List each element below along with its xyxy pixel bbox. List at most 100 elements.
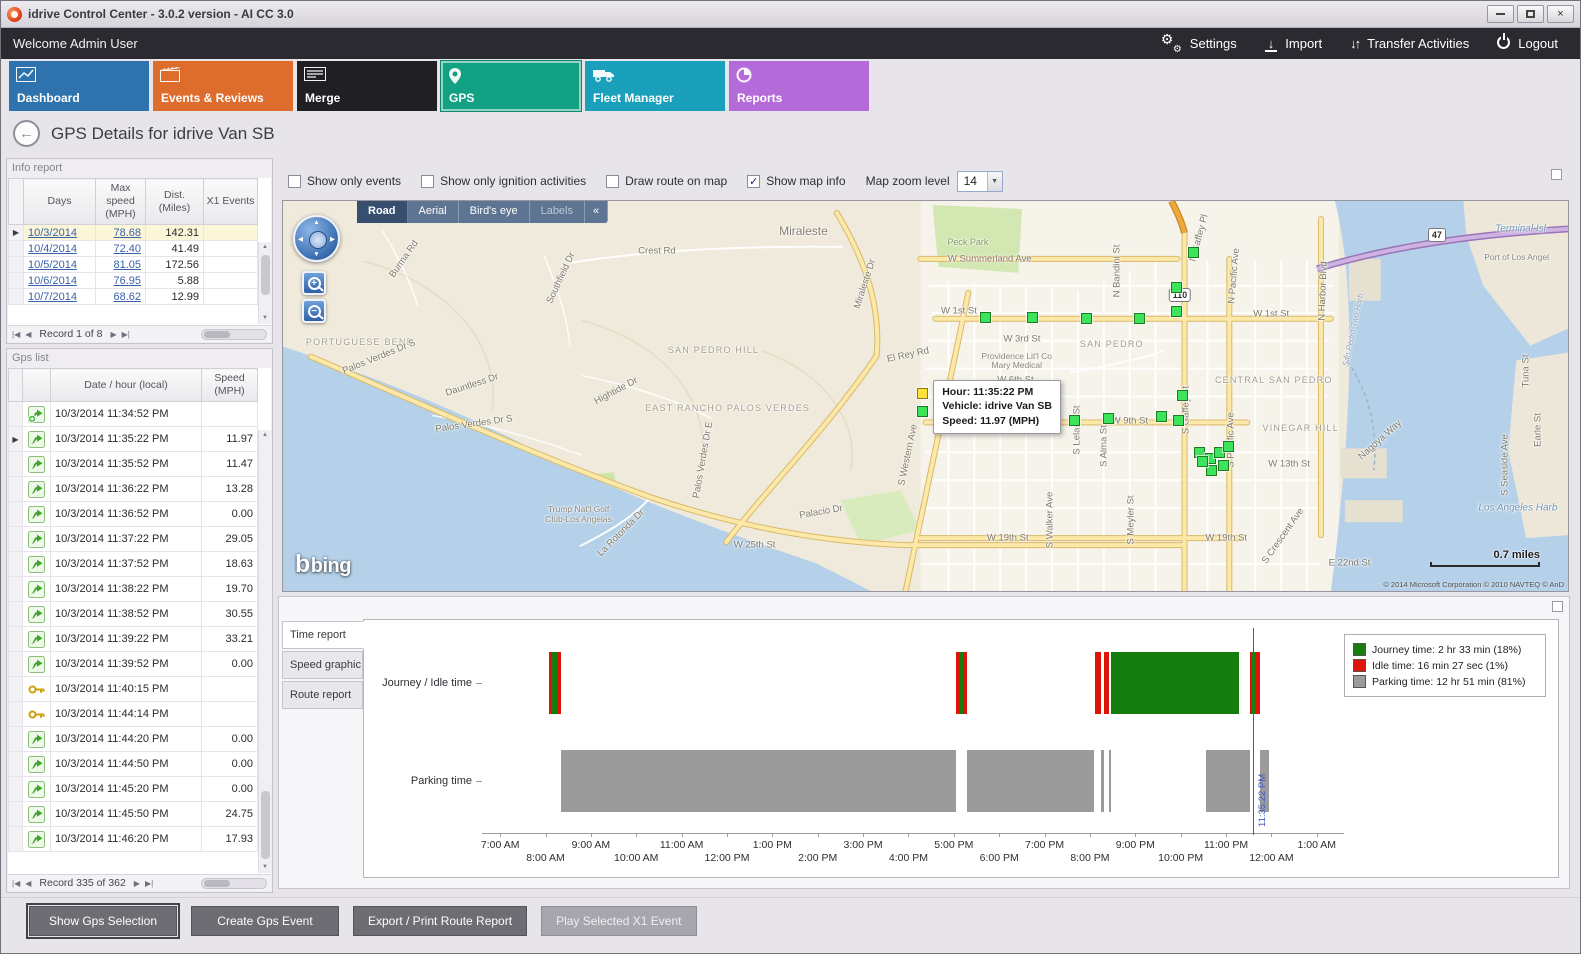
day-link[interactable]: 10/4/2014 bbox=[23, 240, 96, 258]
day-link[interactable]: 10/6/2014 bbox=[23, 272, 96, 290]
gps-marker[interactable] bbox=[1222, 441, 1234, 453]
day-link[interactable]: 10/7/2014 bbox=[23, 288, 96, 306]
collapse-map-panel-button[interactable] bbox=[1551, 169, 1562, 180]
checkbox-show-map-info[interactable]: ✓ Show map info bbox=[747, 174, 846, 188]
scroll-thumb[interactable] bbox=[261, 255, 270, 295]
map-compass-control[interactable]: ▲ ▼ ◀ ▶ bbox=[293, 215, 340, 262]
gps-list-row[interactable]: 10/3/2014 11:46:20 PM 17.93 bbox=[8, 826, 258, 853]
nav-tile-gps[interactable]: GPS bbox=[441, 61, 581, 111]
map-zoom-out-button[interactable]: − bbox=[302, 299, 326, 323]
map-tabs-collapse-button[interactable]: « bbox=[585, 201, 609, 223]
gps-list-row[interactable]: 10/3/2014 11:36:52 PM 0.00 bbox=[8, 501, 258, 528]
export-print-route-report-button[interactable]: Export / Print Route Report bbox=[353, 906, 528, 936]
back-button[interactable]: ← bbox=[13, 120, 40, 147]
pan-east-icon[interactable]: ▶ bbox=[330, 235, 335, 243]
gps-list-row[interactable]: 10/3/2014 11:35:52 PM 11.47 bbox=[8, 451, 258, 478]
gps-list-row[interactable]: 10/3/2014 11:45:50 PM 24.75 bbox=[8, 801, 258, 828]
pager-scrollbar[interactable] bbox=[201, 328, 267, 340]
nav-tile-events[interactable]: Events & Reviews bbox=[153, 61, 293, 111]
checkbox-draw-route-on-map[interactable]: Draw route on map bbox=[606, 174, 727, 188]
import-button[interactable]: ↓ Import bbox=[1264, 36, 1322, 52]
chart-tab-speed-graphic[interactable]: Speed graphic bbox=[282, 651, 363, 679]
gps-marker[interactable] bbox=[1068, 415, 1080, 427]
gps-marker[interactable] bbox=[916, 406, 928, 418]
info-report-row[interactable]: 10/7/2014 68.62 12.99 bbox=[8, 288, 258, 306]
info-column-header[interactable]: Dist. (Miles) bbox=[145, 177, 204, 226]
gps-column-header[interactable]: Speed (MPH) bbox=[201, 367, 258, 403]
pager-scroll-thumb[interactable] bbox=[204, 879, 230, 887]
collapse-chart-panel-button[interactable] bbox=[1552, 601, 1563, 612]
first-page-icon[interactable]: |◀ bbox=[12, 329, 21, 339]
day-link[interactable]: 10/3/2014 bbox=[23, 224, 96, 242]
info-report-row[interactable]: 10/5/2014 81.05 172.56 bbox=[8, 256, 258, 274]
checkbox-show-only-ignition-activities[interactable]: Show only ignition activities bbox=[421, 174, 586, 188]
gps-list-scrollbar[interactable]: ▲ ▼ bbox=[258, 430, 271, 873]
map-style-labels[interactable]: Labels bbox=[529, 201, 585, 223]
next-page-icon[interactable]: ▶ bbox=[110, 329, 117, 339]
show-gps-selection-button[interactable]: Show Gps Selection bbox=[26, 903, 180, 939]
max-speed-link[interactable]: 81.05 bbox=[95, 256, 146, 274]
gps-marker[interactable] bbox=[1134, 312, 1146, 324]
gps-marker[interactable] bbox=[1171, 281, 1183, 293]
gps-marker[interactable] bbox=[979, 311, 991, 323]
gps-marker[interactable] bbox=[1155, 411, 1167, 423]
map-zoom-select[interactable]: 14 ▼ bbox=[956, 170, 1003, 192]
map-style-bird-s-eye[interactable]: Bird's eye bbox=[458, 201, 530, 223]
map[interactable]: Miraleste Peck Park W Summerland Ave N Band… bbox=[282, 200, 1569, 592]
map-style-aerial[interactable]: Aerial bbox=[407, 201, 459, 223]
gps-list-row[interactable]: 10/3/2014 11:45:20 PM 0.00 bbox=[8, 776, 258, 803]
gps-list-row[interactable]: 10/3/2014 11:40:15 PM bbox=[8, 676, 258, 703]
map-style-road[interactable]: Road bbox=[357, 201, 408, 223]
info-report-scrollbar[interactable]: ▲ ▼ bbox=[258, 242, 271, 324]
gps-list-row[interactable]: 10/3/2014 11:36:22 PM 13.28 bbox=[8, 476, 258, 503]
chart-tab-route-report[interactable]: Route report bbox=[282, 681, 363, 709]
info-column-header[interactable]: Max speed (MPH) bbox=[95, 177, 146, 226]
scroll-down-icon[interactable]: ▼ bbox=[262, 864, 268, 870]
nav-tile-reports[interactable]: Reports bbox=[729, 61, 869, 111]
gps-list-row[interactable]: 10/3/2014 11:39:52 PM 0.00 bbox=[8, 651, 258, 678]
gps-list-row[interactable]: ▶ 10/3/2014 11:35:22 PM 11.97 bbox=[8, 426, 258, 453]
scroll-up-icon[interactable]: ▲ bbox=[262, 244, 268, 250]
gps-list-row[interactable]: 10/3/2014 11:37:22 PM 29.05 bbox=[8, 526, 258, 553]
last-page-icon[interactable]: ▶| bbox=[121, 329, 130, 339]
create-gps-event-button[interactable]: Create Gps Event bbox=[191, 906, 339, 936]
gps-list-row[interactable]: 10/3/2014 11:37:52 PM 18.63 bbox=[8, 551, 258, 578]
gps-marker[interactable] bbox=[1206, 465, 1218, 477]
nav-tile-fleet[interactable]: Fleet Manager bbox=[585, 61, 725, 111]
max-speed-link[interactable]: 68.62 bbox=[95, 288, 146, 306]
gps-list-row[interactable]: 10/3/2014 11:39:22 PM 33.21 bbox=[8, 626, 258, 653]
gps-marker[interactable] bbox=[1176, 390, 1188, 402]
nav-tile-dashboard[interactable]: Dashboard bbox=[9, 61, 149, 111]
info-report-row[interactable]: 10/4/2014 72.40 41.49 bbox=[8, 240, 258, 258]
pan-west-icon[interactable]: ◀ bbox=[298, 235, 303, 243]
prev-page-icon[interactable]: ◀ bbox=[25, 878, 32, 888]
gps-list-row[interactable]: 10/3/2014 11:44:20 PM 0.00 bbox=[8, 726, 258, 753]
max-speed-link[interactable]: 72.40 bbox=[95, 240, 146, 258]
checkbox-show-only-events[interactable]: Show only events bbox=[288, 174, 401, 188]
pager-scrollbar[interactable] bbox=[201, 877, 267, 889]
max-speed-link[interactable]: 78.68 bbox=[95, 224, 146, 242]
gps-list-row[interactable]: 10/3/2014 11:44:50 PM 0.00 bbox=[8, 751, 258, 778]
transfer-button[interactable]: ↓↑ Transfer Activities bbox=[1350, 36, 1469, 51]
gps-marker[interactable] bbox=[1197, 456, 1209, 468]
minimize-button[interactable] bbox=[1487, 5, 1514, 23]
max-speed-link[interactable]: 76.95 bbox=[95, 272, 146, 290]
gps-marker[interactable] bbox=[1188, 246, 1200, 258]
gps-marker[interactable] bbox=[1081, 312, 1093, 324]
first-page-icon[interactable]: |◀ bbox=[12, 878, 21, 888]
gps-marker[interactable] bbox=[1217, 460, 1229, 472]
gps-marker[interactable] bbox=[1027, 311, 1039, 323]
gps-column-header[interactable]: Date / hour (local) bbox=[50, 367, 202, 403]
chart-tab-time-report[interactable]: Time report bbox=[282, 621, 364, 649]
gps-marker[interactable] bbox=[1171, 305, 1183, 317]
selected-gps-marker[interactable] bbox=[916, 387, 928, 399]
gps-list-row[interactable]: 10/3/2014 11:34:52 PM bbox=[8, 401, 258, 428]
close-button[interactable]: × bbox=[1547, 5, 1574, 23]
day-link[interactable]: 10/5/2014 bbox=[23, 256, 96, 274]
pan-north-icon[interactable]: ▲ bbox=[313, 219, 320, 226]
play-selected-x1-event-button[interactable]: Play Selected X1 Event bbox=[541, 906, 697, 936]
pager-scroll-thumb[interactable] bbox=[204, 330, 230, 338]
info-column-header[interactable]: X1 Events bbox=[203, 177, 258, 226]
pan-south-icon[interactable]: ▼ bbox=[313, 251, 320, 258]
settings-button[interactable]: ⚙ ⚙ Settings bbox=[1161, 31, 1237, 55]
